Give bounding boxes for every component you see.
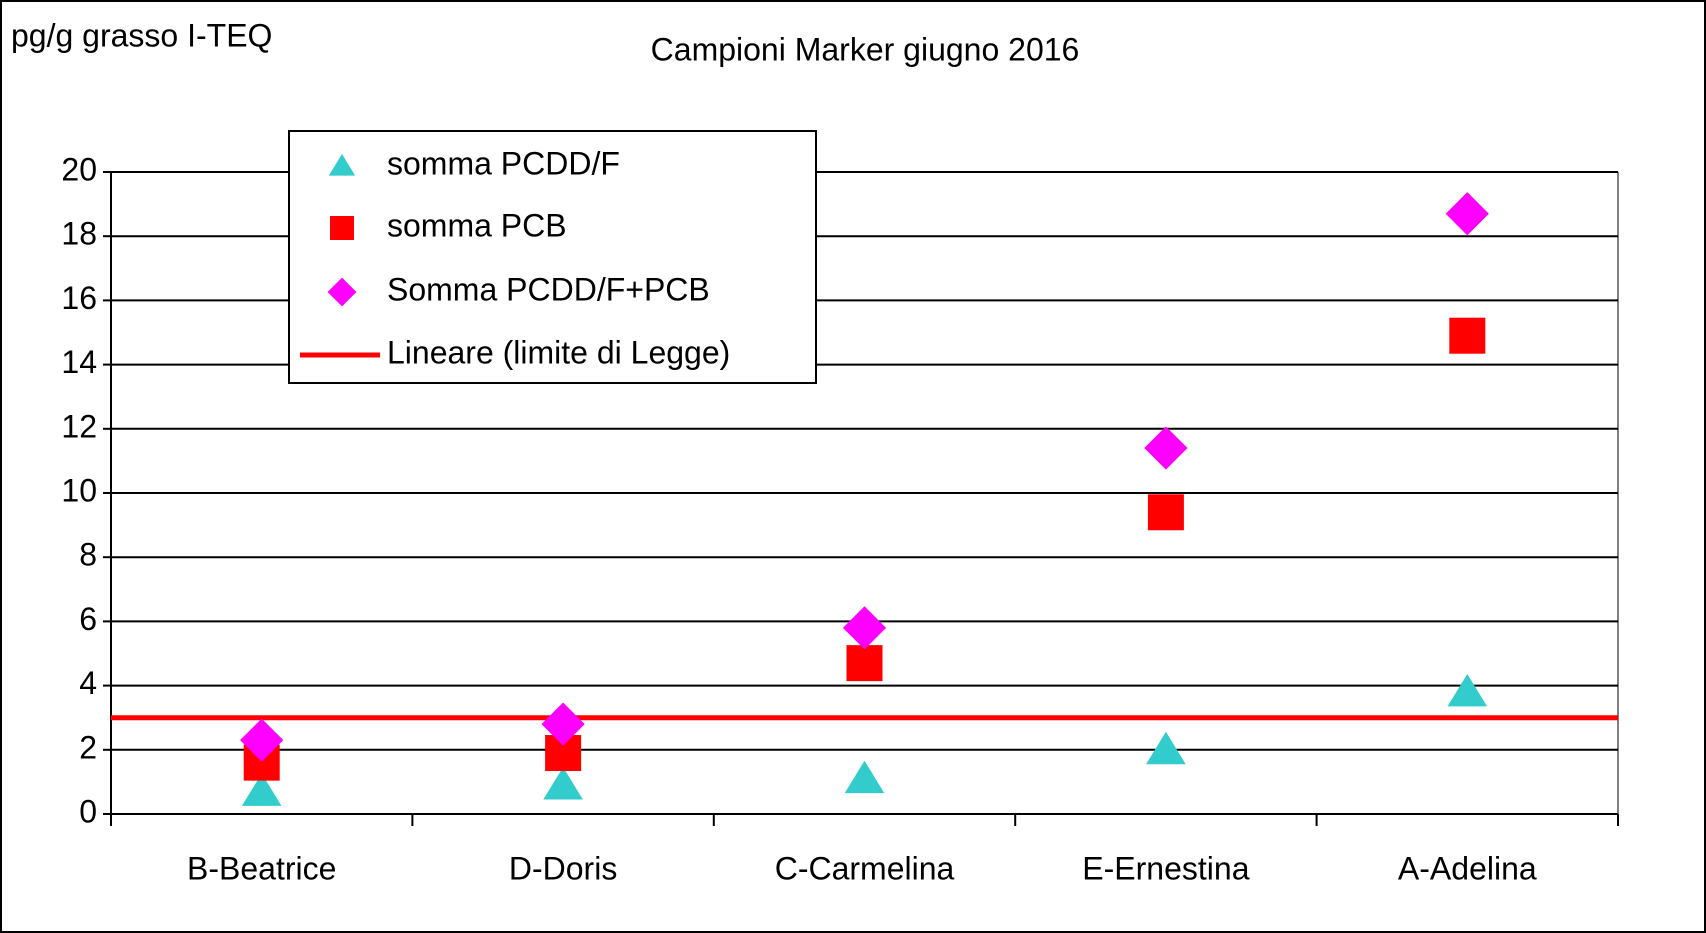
point bbox=[240, 718, 284, 762]
point bbox=[241, 773, 282, 806]
legend-box bbox=[288, 130, 817, 384]
x-tick-label: E-Ernestina bbox=[1082, 850, 1249, 886]
point bbox=[541, 702, 585, 746]
chart-title: Campioni Marker giugno 2016 bbox=[651, 31, 1080, 67]
y-tick-label: 6 bbox=[79, 601, 97, 637]
legend-marker bbox=[330, 216, 354, 240]
x-tick-label: C-Carmelina bbox=[775, 850, 955, 886]
legend-label: Somma PCDD/F+PCB bbox=[387, 271, 710, 307]
y-tick-label: 12 bbox=[61, 408, 97, 444]
point bbox=[1147, 494, 1184, 531]
x-tick-label: A-Adelina bbox=[1398, 850, 1537, 886]
legend-marker bbox=[327, 277, 357, 307]
y-tick-label: 16 bbox=[61, 280, 97, 316]
y-axis-label: pg/g grasso I-TEQ bbox=[11, 17, 272, 53]
point bbox=[842, 606, 887, 650]
y-tick-label: 0 bbox=[79, 793, 97, 829]
y-tick-label: 20 bbox=[61, 151, 97, 187]
point bbox=[1146, 731, 1186, 765]
y-tick-label: 2 bbox=[79, 729, 97, 765]
y-tick-label: 8 bbox=[79, 537, 97, 573]
point bbox=[844, 760, 885, 794]
point bbox=[1447, 674, 1488, 707]
point bbox=[1445, 192, 1489, 236]
legend-label: somma PCDD/F bbox=[387, 145, 620, 181]
x-tick-label: D-Doris bbox=[509, 850, 617, 886]
point bbox=[1449, 317, 1486, 354]
legend-label: Lineare (limite di Legge) bbox=[387, 334, 730, 370]
point bbox=[1144, 426, 1188, 470]
y-tick-label: 18 bbox=[61, 216, 97, 252]
x-tick-label: B-Beatrice bbox=[187, 850, 336, 886]
legend-marker bbox=[328, 154, 356, 176]
point bbox=[846, 645, 883, 682]
point bbox=[543, 767, 583, 800]
y-tick-label: 14 bbox=[61, 344, 97, 380]
y-tick-label: 10 bbox=[61, 472, 97, 508]
legend-label: somma PCB bbox=[387, 207, 567, 243]
y-tick-label: 4 bbox=[79, 665, 97, 701]
